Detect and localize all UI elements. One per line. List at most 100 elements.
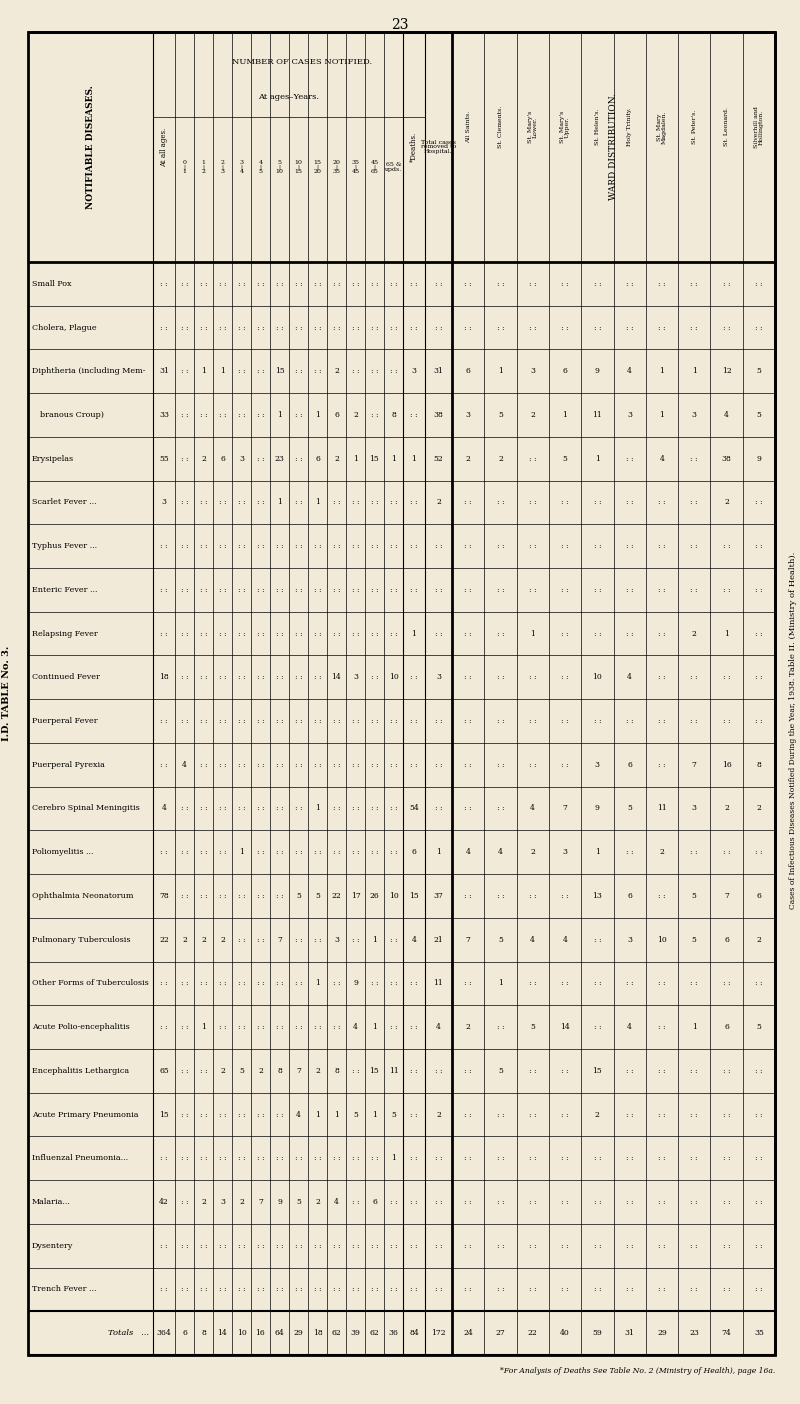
Text: : :: : : [160, 629, 168, 637]
Text: : :: : : [497, 1154, 504, 1163]
Text: Erysipelas: Erysipelas [32, 455, 74, 463]
Text: : :: : : [160, 717, 168, 724]
Text: : :: : : [410, 542, 418, 550]
Text: Puerperal Fever: Puerperal Fever [32, 717, 98, 724]
Text: : :: : : [529, 585, 537, 594]
Text: 3: 3 [627, 411, 632, 418]
Text: 13: 13 [593, 892, 602, 900]
Text: : :: : : [434, 323, 442, 331]
Text: 2: 2 [334, 368, 339, 375]
Text: : :: : : [218, 411, 226, 418]
Text: 11: 11 [657, 804, 667, 813]
Text: 5: 5 [391, 1111, 396, 1119]
Text: 2: 2 [436, 498, 441, 507]
Text: : :: : : [257, 892, 264, 900]
Text: : :: : : [333, 848, 340, 856]
Text: : :: : : [594, 1024, 601, 1031]
Text: 37: 37 [434, 892, 443, 900]
Text: : :: : : [218, 674, 226, 681]
Text: : :: : : [238, 674, 246, 681]
Text: : :: : : [238, 279, 246, 288]
Text: 74: 74 [722, 1330, 731, 1337]
Text: Enteric Fever ...: Enteric Fever ... [32, 585, 98, 594]
Text: : :: : : [434, 1198, 442, 1206]
Text: 16: 16 [722, 761, 731, 769]
Text: : :: : : [464, 1241, 472, 1250]
Text: : :: : : [464, 542, 472, 550]
Text: 2: 2 [498, 455, 503, 463]
Text: : :: : : [218, 980, 226, 987]
Text: : :: : : [160, 848, 168, 856]
Text: : :: : : [690, 1154, 698, 1163]
Text: : :: : : [333, 1024, 340, 1031]
Text: : :: : : [160, 279, 168, 288]
Text: St. Leonard.: St. Leonard. [724, 108, 729, 146]
Text: : :: : : [390, 498, 398, 507]
Text: : :: : : [200, 1154, 207, 1163]
Text: 7: 7 [692, 761, 697, 769]
Text: : :: : : [276, 892, 283, 900]
Text: 2: 2 [757, 935, 762, 943]
Text: : :: : : [276, 1241, 283, 1250]
Text: : :: : : [464, 761, 472, 769]
Text: : :: : : [410, 411, 418, 418]
Text: : :: : : [390, 629, 398, 637]
Text: 14: 14 [332, 674, 342, 681]
Text: : :: : : [352, 498, 359, 507]
Text: 9: 9 [595, 804, 600, 813]
Text: 5: 5 [498, 935, 503, 943]
Text: : :: : : [276, 848, 283, 856]
Text: 10: 10 [237, 1330, 246, 1337]
Text: 24: 24 [463, 1330, 473, 1337]
Text: : :: : : [658, 1241, 666, 1250]
Text: : :: : : [529, 1241, 537, 1250]
Text: : :: : : [370, 761, 378, 769]
Text: : :: : : [238, 498, 246, 507]
Text: : :: : : [370, 1241, 378, 1250]
Text: : :: : : [160, 1286, 168, 1293]
Text: At ages–Years.: At ages–Years. [258, 93, 319, 101]
Text: : :: : : [257, 674, 264, 681]
Text: Scarlet Fever ...: Scarlet Fever ... [32, 498, 97, 507]
Text: : :: : : [181, 323, 188, 331]
Text: : :: : : [529, 1154, 537, 1163]
Text: : :: : : [658, 717, 666, 724]
Text: : :: : : [294, 629, 302, 637]
Text: 5: 5 [562, 455, 567, 463]
Text: 4: 4 [627, 1024, 632, 1031]
Text: : :: : : [497, 892, 504, 900]
Text: 15: 15 [370, 1067, 379, 1075]
Text: 7: 7 [466, 935, 470, 943]
Text: : :: : : [181, 542, 188, 550]
Text: : :: : : [434, 279, 442, 288]
Text: : :: : : [218, 1286, 226, 1293]
Text: : :: : : [690, 1286, 698, 1293]
Text: 9: 9 [277, 1198, 282, 1206]
Text: Dysentery: Dysentery [32, 1241, 74, 1250]
Text: : :: : : [626, 323, 634, 331]
Text: 3: 3 [334, 935, 339, 943]
Text: 26: 26 [370, 892, 379, 900]
Text: : :: : : [626, 980, 634, 987]
Text: : :: : : [181, 804, 188, 813]
Text: : :: : : [333, 1286, 340, 1293]
Text: 35
|
45: 35 | 45 [351, 160, 359, 174]
Text: : :: : : [238, 980, 246, 987]
Text: : :: : : [529, 892, 537, 900]
Text: : :: : : [434, 585, 442, 594]
Text: 4: 4 [411, 935, 417, 943]
Text: : :: : : [218, 1241, 226, 1250]
Text: : :: : : [755, 1067, 762, 1075]
Text: : :: : : [562, 1067, 569, 1075]
Text: : :: : : [257, 848, 264, 856]
Text: : :: : : [410, 717, 418, 724]
Text: : :: : : [434, 629, 442, 637]
Text: : :: : : [352, 1286, 359, 1293]
Text: 2: 2 [239, 1198, 244, 1206]
Text: Pulmonary Tuberculosis: Pulmonary Tuberculosis [32, 935, 130, 943]
Text: : :: : : [410, 1067, 418, 1075]
Text: : :: : : [464, 1111, 472, 1119]
Text: 38: 38 [722, 455, 731, 463]
Text: : :: : : [314, 323, 322, 331]
Text: : :: : : [690, 585, 698, 594]
